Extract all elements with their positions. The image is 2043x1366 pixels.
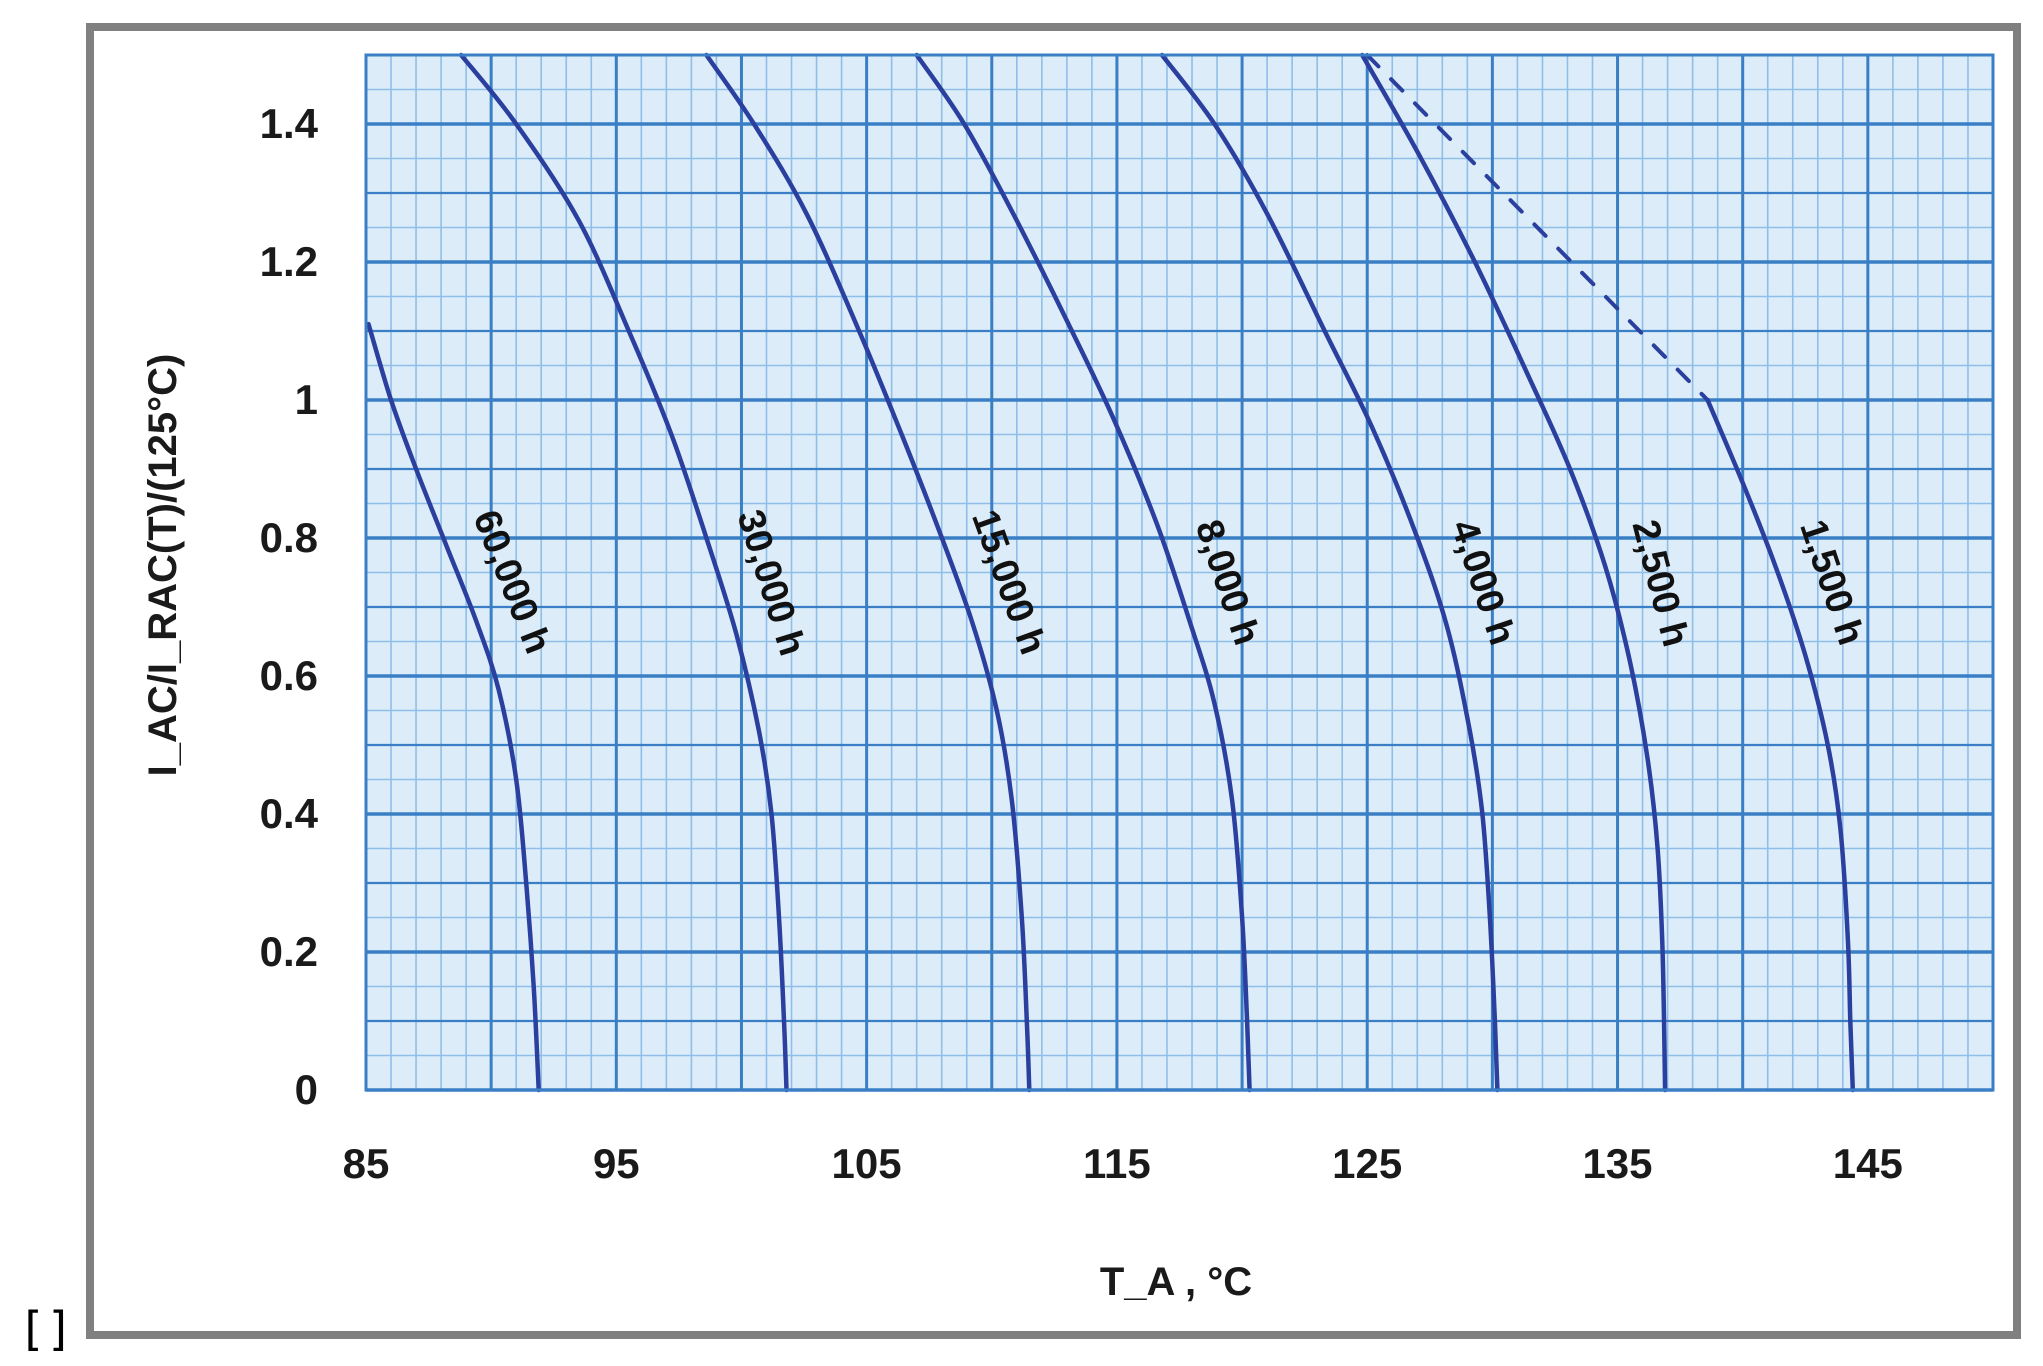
x-tick-label: 95 — [593, 1140, 640, 1187]
x-tick-label: 85 — [343, 1140, 390, 1187]
curve-60-000-h — [366, 321, 541, 1093]
plot-border — [364, 53, 1995, 1092]
x-tick-label: 145 — [1833, 1140, 1903, 1187]
curve-8-000-h — [914, 52, 1252, 1093]
curve-30-000-h — [458, 52, 789, 1093]
dashed-boundary-line — [1365, 53, 1710, 402]
y-axis-ticks: 0 0.2 0.4 0.6 0.8 1 1.2 1.4 — [260, 100, 319, 1113]
y-tick-label: 1 — [295, 376, 318, 423]
y-tick-label: 0.2 — [260, 928, 318, 975]
plot-area: 60,000 h 30,000 h 15,000 h 8,000 h 4,000 h 2,… — [364, 52, 1995, 1093]
y-tick-label: 0.4 — [260, 790, 319, 837]
x-tick-label: 125 — [1332, 1140, 1402, 1187]
y-tick-label: 0.8 — [260, 514, 318, 561]
x-axis-title: T_A , °C — [1100, 1260, 1252, 1304]
y-tick-label: 1.2 — [260, 238, 318, 285]
x-tick-label: 115 — [1083, 1140, 1151, 1187]
y-tick-label: 0 — [295, 1066, 318, 1113]
curve-4-000-h — [1159, 52, 1500, 1093]
curve-1-500-h — [1705, 397, 1856, 1093]
y-tick-label: 0.6 — [260, 652, 318, 699]
curve-2-500-h — [1359, 52, 1668, 1093]
curve-15-000-h — [704, 52, 1032, 1093]
y-tick-label: 1.4 — [260, 100, 319, 147]
x-axis-ticks: 85 95 105 115 125 135 145 — [343, 1140, 1903, 1187]
x-tick-label: 105 — [832, 1140, 902, 1187]
y-axis-title: I_AC/I_RAC(T)/(125°C) — [141, 354, 185, 777]
corner-mark: [] — [18, 1302, 73, 1356]
x-tick-label: 135 — [1582, 1140, 1652, 1187]
